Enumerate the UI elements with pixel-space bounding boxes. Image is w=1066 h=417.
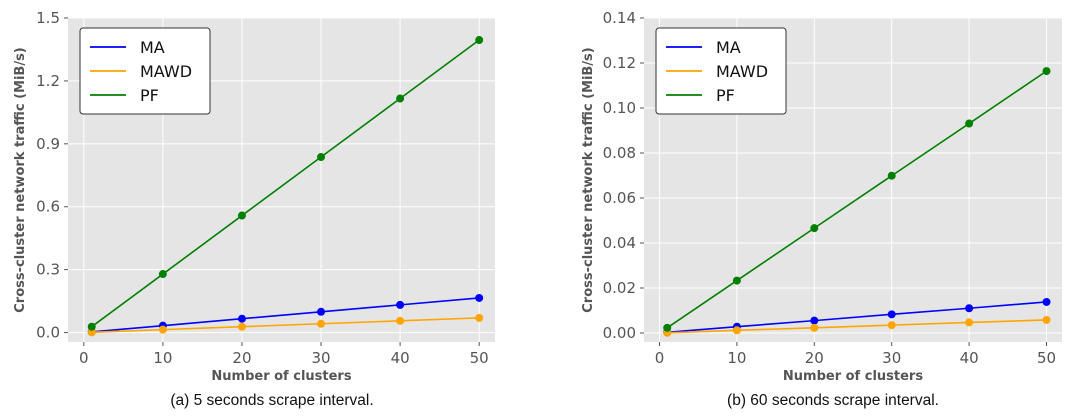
y-tick-label: 0.02 — [603, 279, 636, 297]
y-tick-label: 0.08 — [603, 144, 636, 162]
data-point-mawd — [810, 323, 819, 332]
y-tick-label: 0.9 — [36, 135, 60, 153]
legend-box — [655, 27, 787, 115]
y-tick-label: 0.12 — [603, 54, 636, 72]
x-tick-label: 30 — [311, 349, 330, 367]
data-point-mawd — [732, 326, 741, 335]
data-point-ma — [237, 314, 246, 323]
x-tick-label: 0 — [79, 349, 89, 367]
data-point-pf — [317, 153, 326, 162]
y-tick-label: 1.5 — [36, 9, 60, 27]
legend-label-ma: MA — [140, 38, 165, 57]
x-tick-label: 40 — [960, 349, 979, 367]
data-point-mawd — [475, 313, 484, 322]
y-tick-label: 0.00 — [603, 324, 636, 342]
y-tick-label: 0.6 — [36, 198, 60, 216]
data-point-pf — [87, 322, 96, 331]
x-tick-label: 50 — [470, 349, 489, 367]
data-point-mawd — [396, 316, 405, 325]
data-point-pf — [158, 270, 167, 279]
data-point-pf — [663, 323, 672, 332]
data-point-pf — [887, 171, 896, 180]
y-axis-title: Cross-cluster network traffic (MiB/s) — [581, 47, 596, 312]
data-point-mawd — [965, 318, 974, 327]
x-tick-label: 50 — [1037, 349, 1056, 367]
chart-caption: (b) 60 seconds scrape interval. — [727, 392, 939, 409]
legend-box — [79, 27, 211, 115]
x-tick-label: 30 — [882, 349, 901, 367]
x-tick-label: 0 — [655, 349, 665, 367]
data-point-ma — [475, 293, 484, 302]
x-tick-label: 10 — [153, 349, 172, 367]
data-point-ma — [965, 304, 974, 313]
series-line-mawd — [667, 319, 1047, 334]
data-point-ma — [396, 300, 405, 309]
y-tick-label: 1.2 — [36, 72, 60, 90]
data-point-pf — [237, 211, 246, 220]
data-point-pf — [1042, 67, 1051, 76]
legend-label-pf: PF — [140, 86, 159, 105]
data-point-mawd — [887, 321, 896, 330]
data-point-mawd — [87, 328, 96, 337]
legend-label-pf: PF — [716, 86, 735, 105]
data-point-ma — [1042, 297, 1051, 306]
x-tick-label: 10 — [727, 349, 746, 367]
x-tick-label: 20 — [232, 349, 251, 367]
data-point-mawd — [158, 325, 167, 334]
data-point-pf — [475, 36, 484, 45]
data-point-mawd — [237, 322, 246, 331]
series-line-mawd — [91, 317, 480, 334]
data-point-ma — [317, 307, 326, 316]
x-axis-title: Number of clusters — [783, 369, 923, 384]
chart-panel-0: 0 10 20 30 40 50 0.0 0.3 0.6 0.9 1.2 1.5 Number of c… — [13, 9, 495, 409]
data-point-ma — [887, 310, 896, 319]
x-tick-label: 20 — [805, 349, 824, 367]
data-point-pf — [810, 224, 819, 233]
y-tick-label: 0.10 — [603, 99, 636, 117]
chart-caption: (a) 5 seconds scrape interval. — [170, 392, 373, 409]
legend-label-mawd: MAWD — [140, 62, 192, 81]
x-tick-label: 40 — [391, 349, 410, 367]
legend-label-ma: MA — [716, 38, 741, 57]
legend: MA MAWD PF — [79, 27, 211, 115]
y-tick-label: 0.3 — [36, 261, 60, 279]
data-point-mawd — [317, 319, 326, 328]
series-line-ma — [91, 297, 480, 333]
data-point-pf — [732, 276, 741, 285]
y-tick-label: 0.06 — [603, 189, 636, 207]
chart-panel-1: 0 10 20 30 40 50 0.00 0.02 0.04 0.06 0.08 0.10 0.12 0… — [581, 9, 1062, 409]
y-tick-label: 0.0 — [36, 324, 60, 342]
y-tick-label: 0.04 — [603, 234, 636, 252]
data-point-mawd — [1042, 315, 1051, 324]
legend: MA MAWD PF — [655, 27, 787, 115]
x-axis-title: Number of clusters — [211, 369, 351, 384]
data-point-ma — [810, 316, 819, 325]
legend-label-mawd: MAWD — [716, 62, 768, 81]
data-point-pf — [396, 94, 405, 103]
data-point-pf — [965, 119, 974, 128]
series-line-pf — [666, 70, 1047, 329]
y-tick-label: 0.14 — [603, 9, 636, 27]
y-axis-title: Cross-cluster network traffic (MiB/s) — [13, 47, 28, 312]
series-line-pf — [91, 39, 480, 328]
series-line-ma — [667, 301, 1047, 334]
